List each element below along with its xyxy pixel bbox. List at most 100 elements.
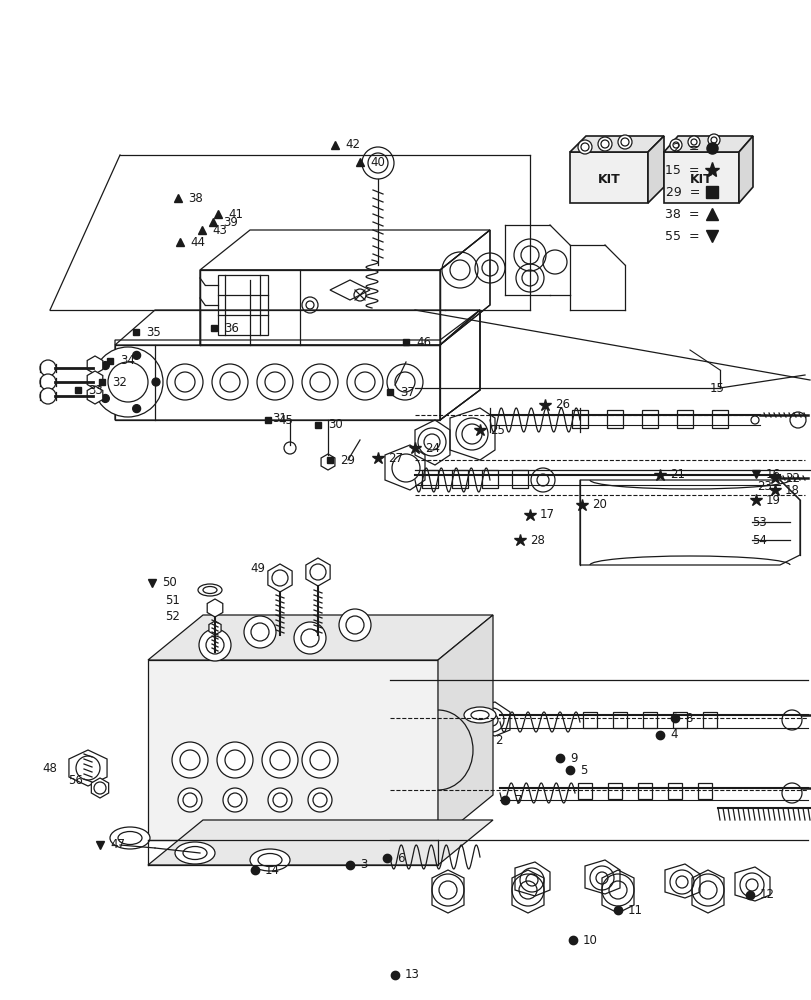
Text: 30: 30 (328, 418, 342, 432)
Text: 38  =: 38 = (665, 208, 699, 221)
Text: 26: 26 (554, 398, 569, 412)
Text: 28: 28 (530, 534, 544, 546)
Circle shape (338, 609, 371, 641)
Circle shape (284, 442, 296, 454)
Circle shape (268, 788, 292, 812)
Circle shape (262, 742, 298, 778)
Polygon shape (148, 660, 437, 840)
Text: 51: 51 (165, 593, 180, 606)
Text: 36: 36 (224, 322, 238, 334)
Circle shape (132, 405, 140, 413)
Ellipse shape (109, 827, 150, 849)
Bar (571, 410, 587, 428)
Text: 31: 31 (272, 412, 286, 424)
Text: 35: 35 (146, 326, 161, 338)
Bar (582, 712, 596, 728)
Bar (422, 470, 437, 488)
Circle shape (669, 139, 681, 151)
Ellipse shape (463, 707, 496, 723)
Text: 6: 6 (397, 852, 404, 864)
Polygon shape (69, 750, 107, 786)
Bar (711, 410, 727, 428)
Circle shape (577, 140, 591, 154)
Text: KIT: KIT (597, 173, 620, 186)
Bar (667, 783, 681, 799)
Bar (452, 470, 467, 488)
Text: 22: 22 (784, 472, 799, 485)
Polygon shape (148, 615, 492, 660)
Ellipse shape (198, 584, 221, 596)
Text: 38: 38 (188, 192, 203, 205)
Text: 14: 14 (264, 863, 280, 876)
Text: 37: 37 (400, 385, 414, 398)
Circle shape (40, 374, 56, 390)
Polygon shape (647, 136, 663, 203)
Circle shape (178, 788, 202, 812)
Ellipse shape (175, 842, 215, 864)
Text: KIT: KIT (689, 173, 712, 186)
Bar (612, 712, 626, 728)
Text: 17: 17 (539, 508, 554, 522)
Text: 46: 46 (415, 336, 431, 349)
Ellipse shape (250, 849, 290, 871)
Text: 3: 3 (359, 858, 367, 871)
Text: 33: 33 (88, 383, 103, 396)
Text: 7: 7 (514, 794, 521, 806)
Circle shape (243, 616, 276, 648)
Text: 11: 11 (627, 904, 642, 916)
Circle shape (152, 378, 160, 386)
Circle shape (101, 362, 109, 370)
Polygon shape (329, 280, 370, 300)
Text: 16: 16 (765, 468, 780, 481)
Text: 12: 12 (759, 888, 774, 902)
Circle shape (223, 788, 247, 812)
Bar (642, 712, 656, 728)
Text: 15: 15 (709, 381, 724, 394)
Text: 34: 34 (120, 355, 135, 367)
Text: 54: 54 (751, 534, 766, 546)
Polygon shape (663, 136, 752, 152)
Circle shape (101, 394, 109, 402)
Text: 49: 49 (250, 562, 264, 574)
Text: 9: 9 (569, 752, 577, 764)
Text: 47: 47 (109, 838, 125, 852)
Circle shape (789, 412, 805, 428)
Text: 29: 29 (340, 454, 354, 466)
Text: 13: 13 (405, 968, 419, 982)
Text: 39: 39 (223, 216, 238, 229)
Bar (217, 275, 268, 335)
Polygon shape (437, 615, 492, 840)
Circle shape (307, 788, 332, 812)
Circle shape (302, 742, 337, 778)
Text: 19: 19 (765, 493, 780, 506)
Polygon shape (738, 136, 752, 203)
Text: 50: 50 (162, 576, 177, 589)
Bar (569, 152, 647, 203)
Circle shape (362, 147, 393, 179)
Polygon shape (148, 820, 492, 865)
Text: 41: 41 (228, 208, 242, 221)
Polygon shape (569, 136, 663, 152)
Circle shape (199, 629, 230, 661)
Bar (672, 712, 686, 728)
Circle shape (781, 783, 801, 803)
Text: 18: 18 (784, 484, 799, 496)
Bar (697, 783, 711, 799)
Text: 10: 10 (582, 934, 597, 946)
Bar (607, 783, 621, 799)
Circle shape (40, 388, 56, 404)
Bar (642, 410, 657, 428)
Text: 2  =: 2 = (672, 141, 699, 154)
Circle shape (597, 137, 611, 151)
Text: 2: 2 (495, 734, 502, 746)
Bar (482, 470, 497, 488)
Text: 27: 27 (388, 452, 402, 464)
Bar (637, 783, 651, 799)
Text: 21: 21 (669, 468, 684, 482)
Circle shape (294, 622, 325, 654)
Text: 4: 4 (669, 728, 676, 742)
Bar (607, 410, 622, 428)
Text: 23: 23 (756, 481, 771, 493)
Text: 25: 25 (489, 424, 504, 436)
Circle shape (617, 135, 631, 149)
